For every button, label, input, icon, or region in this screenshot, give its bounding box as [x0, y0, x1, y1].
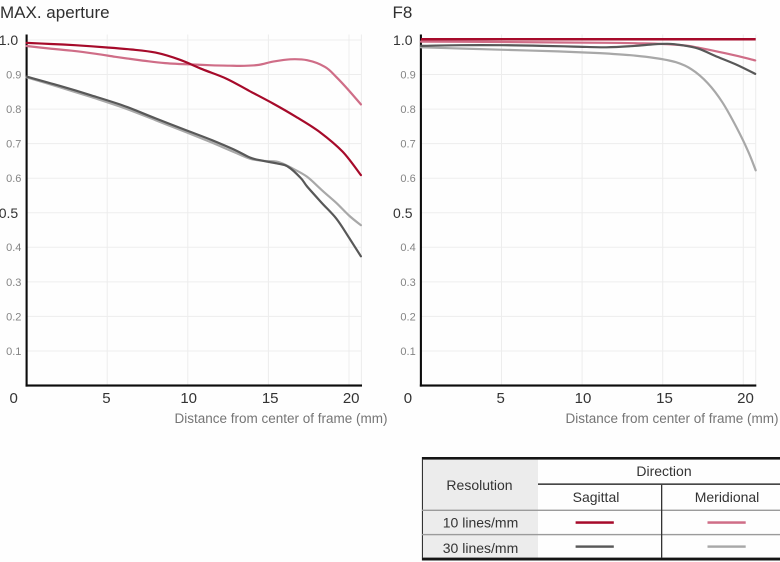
svg-text:15: 15 — [656, 390, 673, 407]
svg-text:0.6: 0.6 — [6, 173, 21, 185]
svg-text:0.5: 0.5 — [393, 205, 413, 221]
svg-text:10: 10 — [180, 390, 197, 407]
svg-text:0.9: 0.9 — [6, 70, 21, 82]
svg-text:5: 5 — [497, 390, 505, 407]
svg-text:0: 0 — [9, 390, 17, 407]
svg-text:Distance from center of frame: Distance from center of frame (mm) — [565, 411, 778, 426]
svg-text:0.2: 0.2 — [400, 311, 415, 323]
svg-text:20: 20 — [343, 390, 360, 407]
svg-text:0.5: 0.5 — [0, 205, 18, 221]
svg-text:Resolution: Resolution — [446, 477, 512, 493]
svg-text:F8: F8 — [393, 3, 413, 22]
svg-text:MAX. aperture: MAX. aperture — [0, 3, 110, 22]
svg-text:0.1: 0.1 — [6, 346, 21, 358]
svg-text:0.1: 0.1 — [400, 346, 415, 358]
svg-text:0.3: 0.3 — [400, 277, 415, 289]
svg-text:0.3: 0.3 — [6, 277, 21, 289]
svg-text:15: 15 — [262, 390, 279, 407]
svg-text:0.7: 0.7 — [6, 139, 21, 151]
svg-text:1.0: 1.0 — [0, 32, 18, 48]
svg-text:Distance from center of frame: Distance from center of frame (mm) — [174, 411, 387, 426]
svg-text:10: 10 — [575, 390, 592, 407]
svg-text:Sagittal: Sagittal — [573, 489, 620, 505]
svg-text:5: 5 — [102, 390, 110, 407]
svg-text:Meridional: Meridional — [695, 489, 760, 505]
svg-text:0.4: 0.4 — [400, 242, 415, 254]
svg-text:0: 0 — [404, 390, 412, 407]
svg-text:0.6: 0.6 — [400, 173, 415, 185]
svg-text:30 lines/mm: 30 lines/mm — [443, 540, 518, 556]
svg-text:0.7: 0.7 — [400, 139, 415, 151]
svg-text:0.4: 0.4 — [6, 242, 21, 254]
svg-text:20: 20 — [737, 390, 754, 407]
svg-text:0.9: 0.9 — [400, 70, 415, 82]
svg-text:0.8: 0.8 — [6, 104, 21, 116]
svg-text:0.8: 0.8 — [400, 104, 415, 116]
svg-text:10 lines/mm: 10 lines/mm — [443, 514, 518, 530]
svg-text:0.2: 0.2 — [6, 311, 21, 323]
svg-text:1.0: 1.0 — [393, 32, 413, 48]
svg-text:Direction: Direction — [636, 463, 691, 479]
